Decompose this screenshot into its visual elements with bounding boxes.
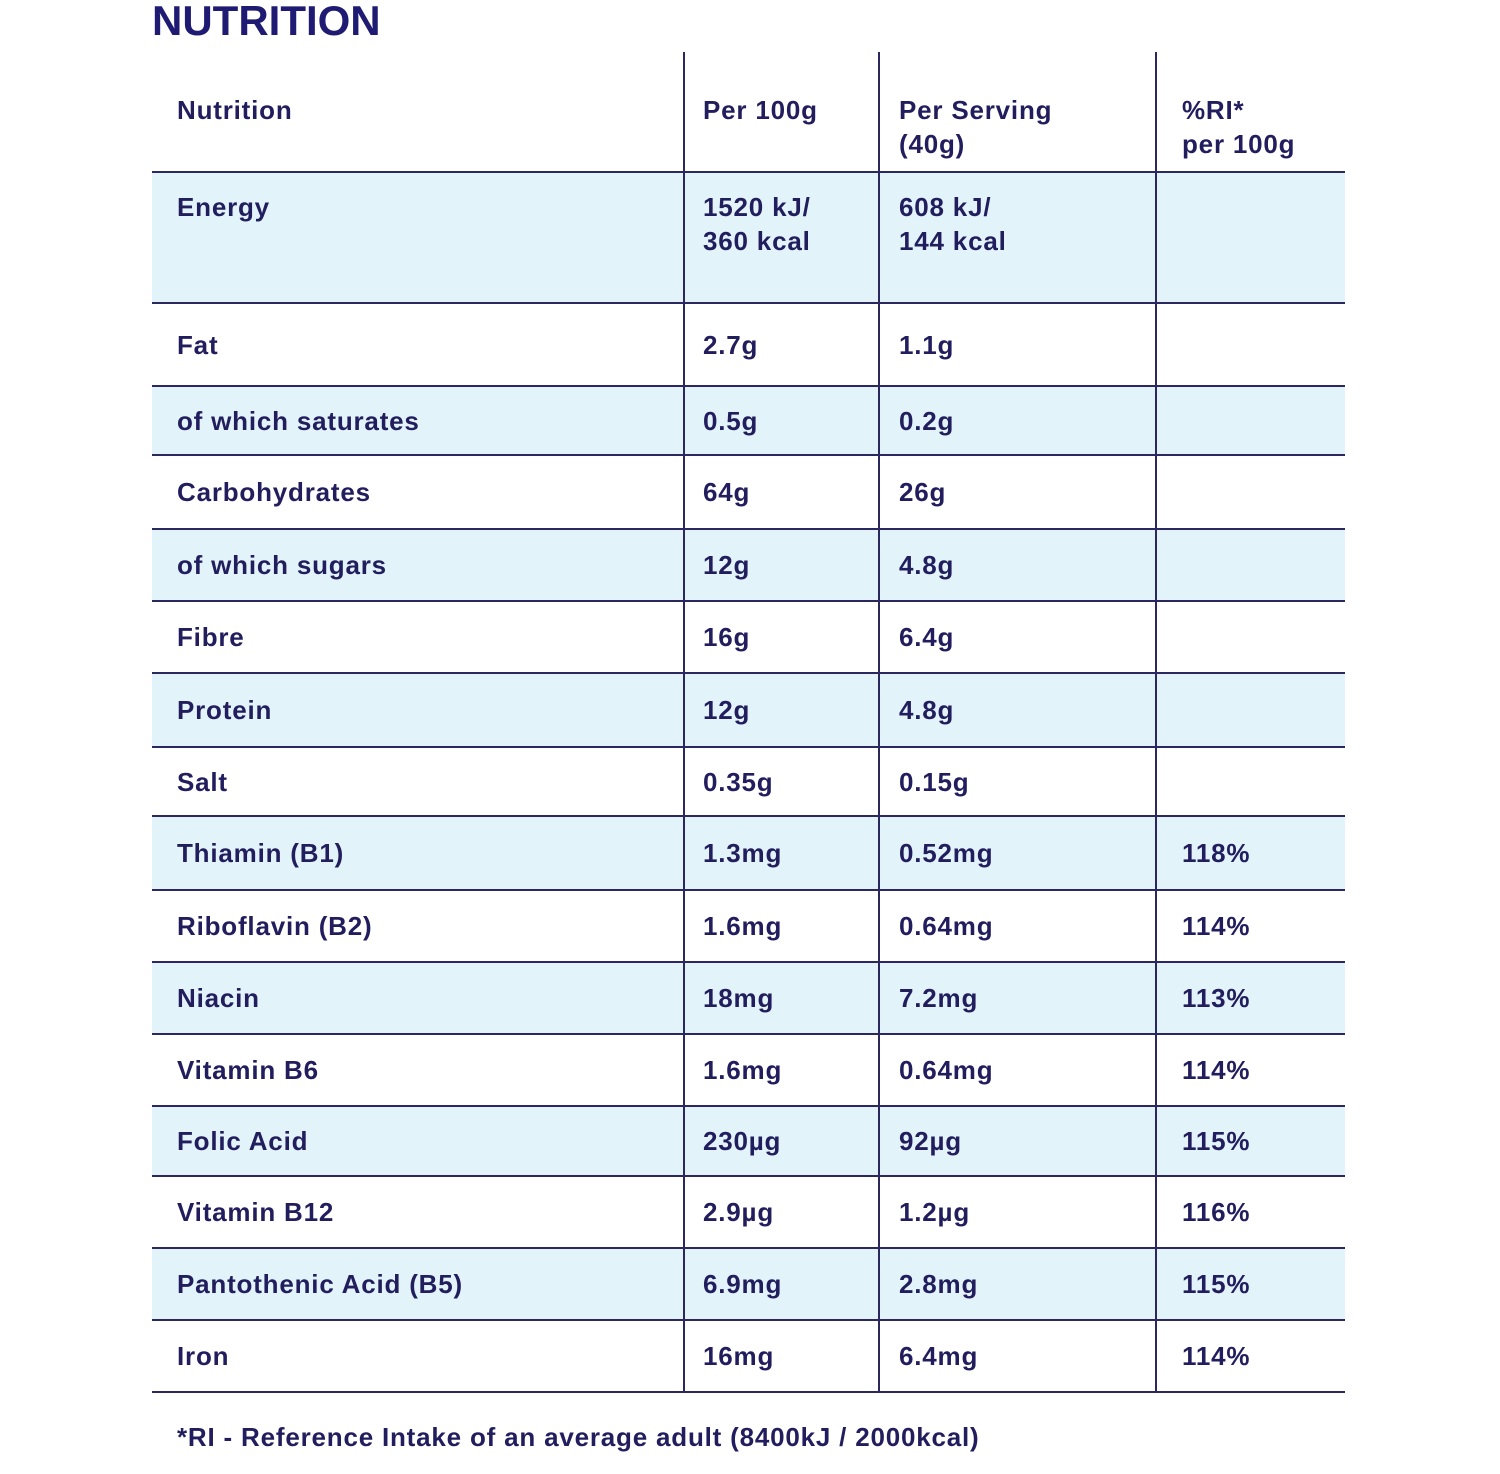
nutrient-name: Salt [177,766,228,797]
row-divider [152,961,1345,963]
cell-value: 0.5g [703,405,759,436]
footnote: *RI - Reference Intake of an average adu… [177,1422,980,1452]
cell-value: 7.2mg [899,983,979,1013]
cell-value: 12g [703,550,751,580]
cell-value: 1520 kJ/ [703,192,811,222]
cell-value: 0.35g [703,766,774,797]
column-header: per 100g [1182,129,1296,159]
cell-value: 6.4mg [899,1341,979,1371]
cell-value: 4.8g [899,550,955,580]
row-divider [152,302,1345,304]
column-header: Per Serving [899,95,1053,125]
cell-value: 1.1g [899,329,955,360]
cell-value: 114% [1182,911,1251,941]
column-header: Nutrition [177,95,293,125]
column-divider [683,52,685,1392]
cell-value: 18mg [703,983,775,1013]
row-divider [152,1033,1345,1035]
cell-value: 144 kcal [899,226,1007,256]
row-background [152,172,1345,303]
cell-value: 2.7g [703,329,759,360]
nutrient-name: Protein [177,695,273,725]
row-divider [152,1105,1345,1107]
row-background [152,529,1345,601]
row-divider [152,1175,1345,1177]
column-divider [1155,52,1157,1392]
cell-value: 2.9µg [703,1197,775,1227]
nutrient-name: of which saturates [177,405,420,436]
cell-value: 0.64mg [899,1055,994,1085]
cell-value: 115% [1182,1269,1251,1299]
nutrient-name: Vitamin B12 [177,1197,335,1227]
nutrient-name: Pantothenic Acid (B5) [177,1269,463,1299]
row-divider [152,889,1345,891]
column-divider [878,52,880,1392]
cell-value: 0.15g [899,766,970,797]
cell-value: 116% [1182,1197,1251,1227]
cell-value: 608 kJ/ [899,192,992,222]
cell-value: 0.64mg [899,911,994,941]
cell-value: 92µg [899,1126,962,1156]
row-divider [152,600,1345,602]
nutrient-name: Fibre [177,622,245,652]
cell-value: 4.8g [899,695,955,725]
nutrient-name: Fat [177,329,219,360]
row-background [152,1248,1345,1320]
cell-value: 360 kcal [703,226,811,256]
row-divider [152,385,1345,387]
row-background [152,673,1345,747]
nutrient-name: Folic Acid [177,1126,309,1156]
nutrient-name: Carbohydrates [177,477,371,507]
cell-value: 1.6mg [703,1055,783,1085]
row-background [152,816,1345,890]
nutrient-name: Niacin [177,983,260,1013]
nutrient-name: Vitamin B6 [177,1055,319,1085]
nutrient-name: Thiamin (B1) [177,838,345,868]
row-divider [152,746,1345,748]
row-background [152,962,1345,1034]
row-divider [152,528,1345,530]
cell-value: 6.4g [899,622,955,652]
cell-value: 16mg [703,1341,775,1371]
cell-value: 115% [1182,1126,1251,1156]
title: NUTRITION [152,0,381,44]
cell-value: 114% [1182,1341,1251,1371]
cell-value: 114% [1182,1055,1251,1085]
cell-value: 6.9mg [703,1269,783,1299]
cell-value: 12g [703,695,751,725]
cell-value: 2.8mg [899,1269,979,1299]
row-divider [152,171,1345,173]
cell-value: 16g [703,622,751,652]
row-divider [152,454,1345,456]
cell-value: 113% [1182,983,1251,1013]
column-header: %RI* [1182,95,1245,125]
cell-value: 1.6mg [703,911,783,941]
row-divider [152,1319,1345,1321]
cell-value: 0.52mg [899,838,994,868]
cell-value: 0.2g [899,405,955,436]
row-divider [152,1247,1345,1249]
cell-value: 26g [899,477,947,507]
nutrient-name: Iron [177,1341,230,1371]
cell-value: 1.2µg [899,1197,971,1227]
column-header: Per 100g [703,95,818,125]
row-divider [152,1391,1345,1393]
row-background [152,386,1345,455]
row-background [152,1106,1345,1176]
cell-value: 1.3mg [703,838,783,868]
cell-value: 230µg [703,1126,782,1156]
nutrient-name: of which sugars [177,550,387,580]
nutrient-name: Riboflavin (B2) [177,911,373,941]
row-divider [152,815,1345,817]
row-divider [152,672,1345,674]
cell-value: 118% [1182,838,1251,868]
cell-value: 64g [703,477,751,507]
column-header: (40g) [899,129,966,159]
nutrient-name: Energy [177,192,270,222]
